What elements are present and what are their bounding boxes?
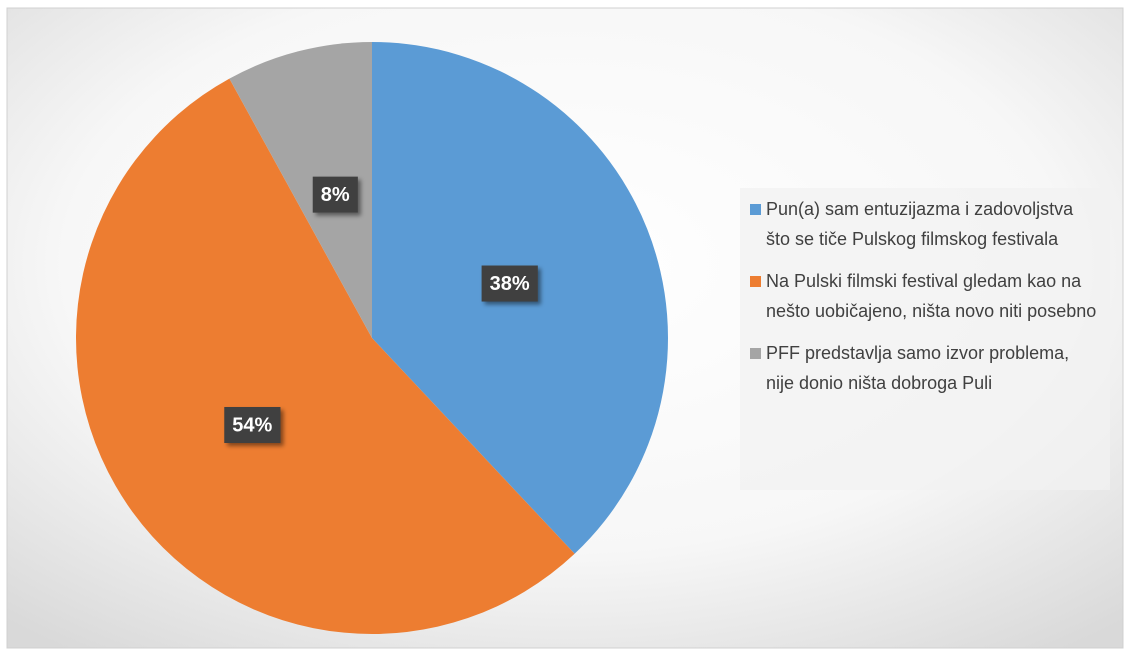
data-label-box [224,406,281,443]
legend-label: Pun(a) sam entuzijazma i zadovoljstva št… [766,199,1074,249]
data-label-box [312,176,358,213]
legend-swatch [750,204,761,215]
legend-entry: Pun(a) sam entuzijazma i zadovoljstva št… [748,194,1102,254]
pie-slice [76,78,575,634]
pie-slice [229,42,372,338]
legend-swatch [750,348,761,359]
data-label: 8% [321,184,350,206]
data-label: 54% [232,414,272,436]
legend-label: PFF predstavlja samo izvor problema, nij… [766,343,1070,393]
legend-entry: PFF predstavlja samo izvor problema, nij… [748,338,1102,398]
legend-swatch [750,276,761,287]
legend-label: Na Pulski filmski festival gledam kao na… [766,271,1097,321]
legend-entry: Na Pulski filmski festival gledam kao na… [748,266,1102,326]
data-label: 38% [490,273,530,295]
legend: Pun(a) sam entuzijazma i zadovoljstva št… [740,188,1110,490]
data-label-box [481,265,538,302]
